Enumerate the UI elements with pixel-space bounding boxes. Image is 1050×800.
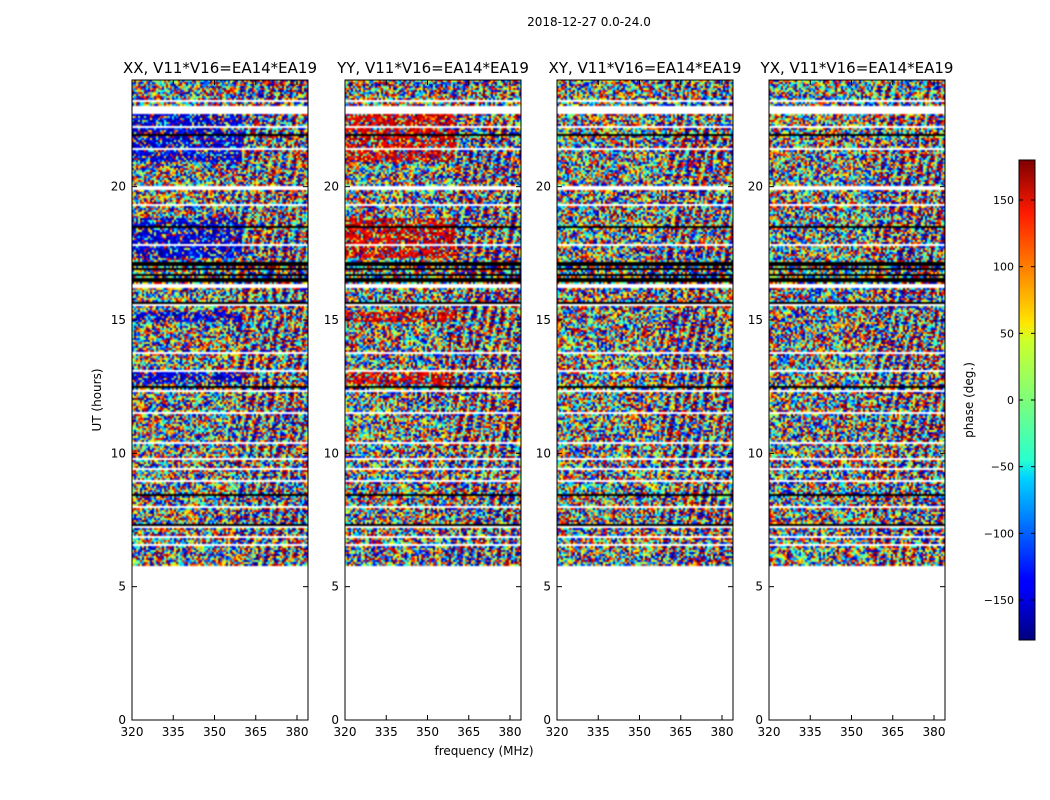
y-tick-label: 15 — [536, 313, 551, 327]
y-axis-label: UT (hours) — [90, 368, 104, 431]
y-tick-label: 20 — [748, 180, 763, 194]
panel-xx: XX, V11*V16=EA14*EA19 320 335 350 365 380 0 5 10… — [111, 59, 317, 739]
x-tick-label: 335 — [375, 725, 398, 739]
y-tick-label: 5 — [118, 580, 126, 594]
colorbar-tick-label: −100 — [984, 527, 1014, 540]
x-tick-label: 380 — [711, 725, 734, 739]
x-tick-label: 320 — [758, 725, 781, 739]
colorbar-tick-label: 0 — [1007, 394, 1014, 407]
y-tick-label: 15 — [324, 313, 339, 327]
colorbar-ticks: 150 100 50 0 −50 −100 −150 — [984, 194, 1035, 607]
x-tick-label: 365 — [881, 725, 904, 739]
panel-title: XX, V11*V16=EA14*EA19 — [123, 59, 317, 77]
y-tick-label: 10 — [111, 446, 126, 460]
heatmap-xy — [557, 80, 733, 720]
x-tick-label: 350 — [416, 725, 439, 739]
y-tick-label: 0 — [118, 713, 126, 727]
x-tick-label: 350 — [840, 725, 863, 739]
y-tick-label: 5 — [755, 580, 763, 594]
x-tick-label: 335 — [587, 725, 610, 739]
colorbar-label: phase (deg.) — [962, 362, 976, 438]
panel-xy: XY, V11*V16=EA14*EA19 320 335 350 365 380 0 5 10… — [536, 59, 742, 739]
x-tick-label: 320 — [334, 725, 357, 739]
panel-yx: YX, V11*V16=EA14*EA19 320 335 350 365 380 0 5 10… — [748, 59, 954, 739]
y-tick-label: 0 — [331, 713, 339, 727]
x-tick-label: 380 — [286, 725, 309, 739]
y-tick-label: 0 — [543, 713, 551, 727]
x-tick-label: 350 — [628, 725, 651, 739]
y-tick-label: 10 — [324, 446, 339, 460]
x-tick-label: 380 — [923, 725, 946, 739]
y-tick-label: 0 — [755, 713, 763, 727]
x-tick-label: 380 — [499, 725, 522, 739]
x-tick-label: 365 — [244, 725, 267, 739]
y-tick-label: 5 — [543, 580, 551, 594]
x-tick-label: 335 — [162, 725, 185, 739]
x-tick-label: 335 — [799, 725, 822, 739]
y-tick-label: 20 — [111, 180, 126, 194]
y-tick-label: 15 — [748, 313, 763, 327]
heatmap-yx — [769, 80, 945, 720]
x-tick-label: 320 — [121, 725, 144, 739]
panel-title: YY, V11*V16=EA14*EA19 — [336, 59, 529, 77]
colorbar-tick-label: −50 — [991, 461, 1014, 474]
x-tick-label: 320 — [546, 725, 569, 739]
y-tick-label: 10 — [748, 446, 763, 460]
panels-group: XX, V11*V16=EA14*EA19 320 335 350 365 380 0 5 10… — [111, 59, 954, 739]
y-tick-label: 20 — [536, 180, 551, 194]
x-tick-label: 365 — [669, 725, 692, 739]
x-axis-label: frequency (MHz) — [434, 744, 533, 758]
y-tick-label: 20 — [324, 180, 339, 194]
x-tick-label: 365 — [457, 725, 480, 739]
colorbar: 150 100 50 0 −50 −100 −150 phase (deg.) — [962, 159, 1036, 641]
plot-frame — [768, 79, 946, 721]
colorbar-tick-label: 100 — [993, 261, 1014, 274]
heatmap-xx — [132, 80, 308, 720]
panel-title: XY, V11*V16=EA14*EA19 — [549, 59, 742, 77]
plot-frame — [556, 79, 734, 721]
colorbar-tick-label: −150 — [984, 594, 1014, 607]
y-tick-label: 5 — [331, 580, 339, 594]
plot-frame — [131, 79, 309, 721]
heatmap-yy — [345, 80, 521, 720]
figure-suptitle: 2018-12-27 0.0-24.0 — [527, 15, 651, 29]
plot-frame — [344, 79, 522, 721]
panel-title: YX, V11*V16=EA14*EA19 — [760, 59, 954, 77]
panel-yy: YY, V11*V16=EA14*EA19 320 335 350 365 380 0 5 10… — [324, 59, 529, 739]
y-tick-label: 10 — [536, 446, 551, 460]
y-tick-label: 15 — [111, 313, 126, 327]
colorbar-tick-label: 150 — [993, 194, 1014, 207]
colorbar-tick-label: 50 — [1000, 327, 1014, 340]
x-tick-label: 350 — [203, 725, 226, 739]
